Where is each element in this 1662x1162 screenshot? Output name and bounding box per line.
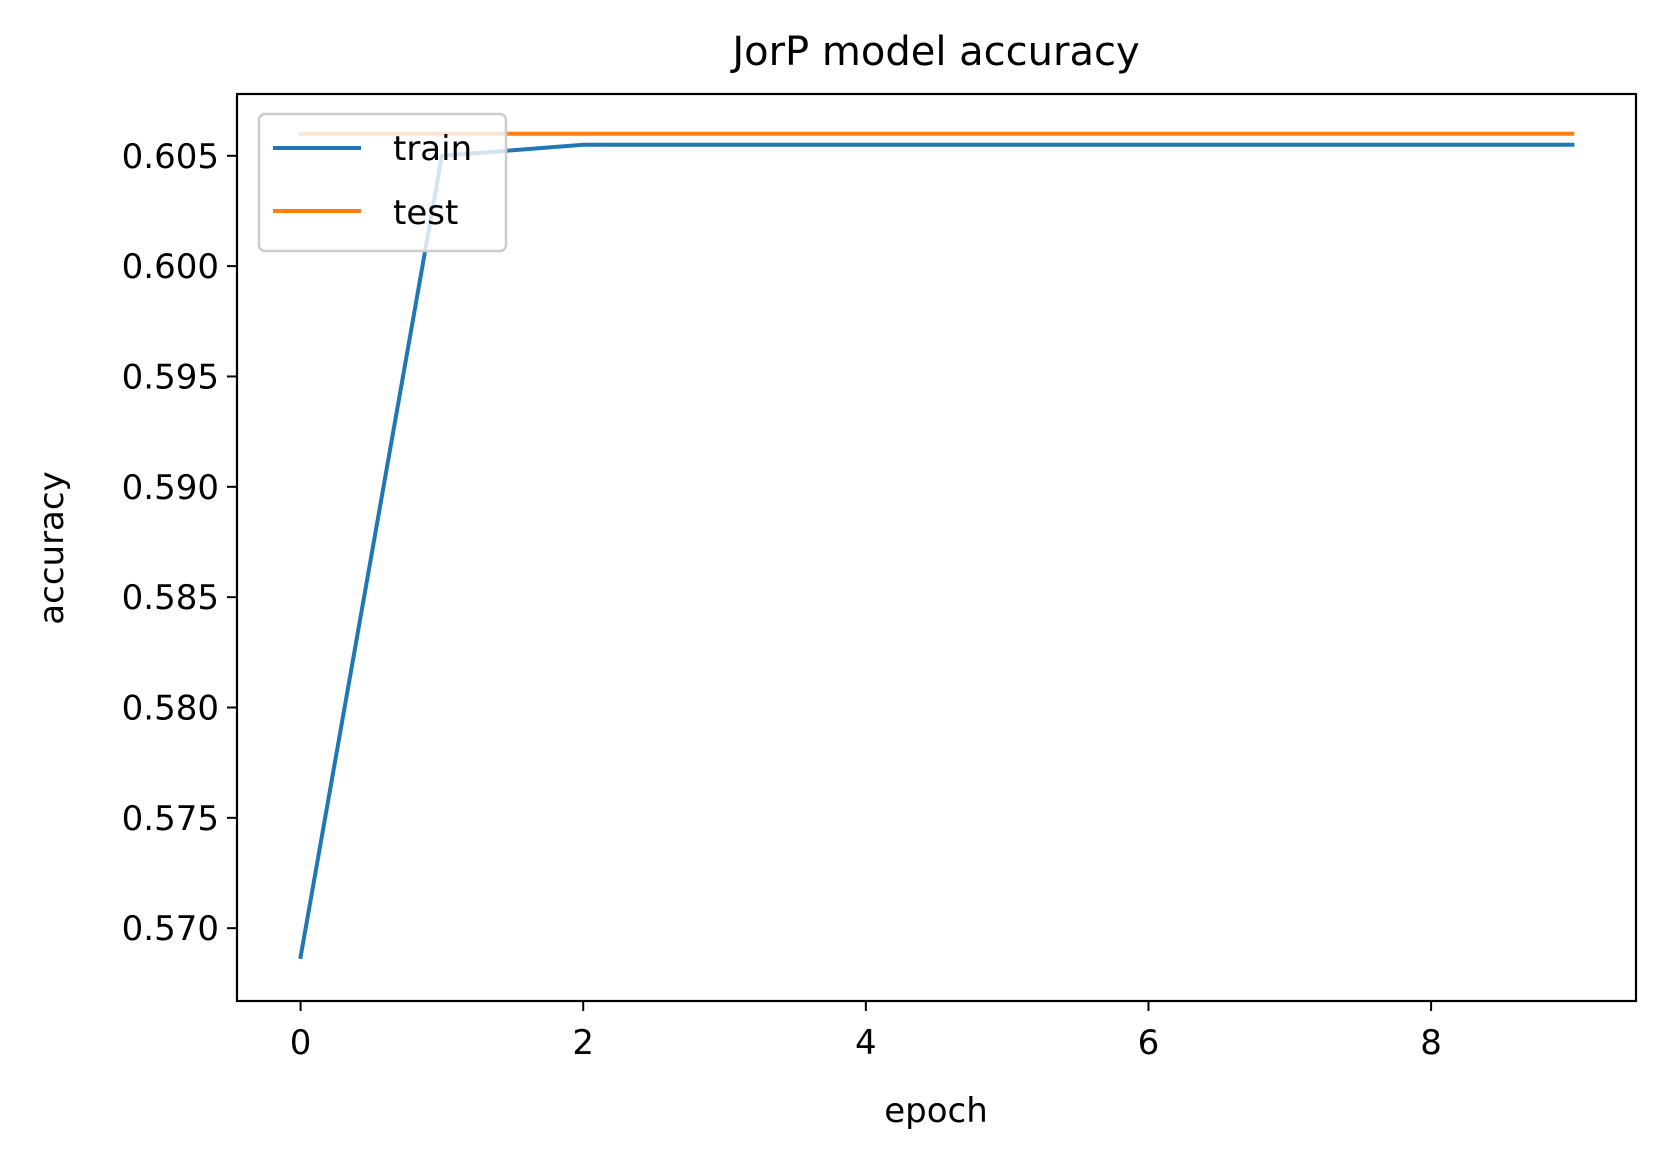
series-layer [298,131,1575,960]
y-tick-label: 0.600 [122,247,219,287]
chart-title: JorP model accuracy [729,29,1139,75]
x-axis-ticks: 0 2 4 6 8 [290,1001,1442,1063]
y-axis-ticks: 0.570 0.575 0.580 0.585 0.590 0.595 0.600 0.605 [122,137,237,949]
x-tick-label: 4 [855,1023,877,1063]
y-tick-label: 0.585 [122,578,219,618]
y-tick-label: 0.595 [122,357,219,397]
legend-label-test: test [393,193,458,233]
y-axis-label: accuracy [32,471,72,624]
plot-frame [235,92,1638,1003]
y-tick-label: 0.570 [122,909,219,949]
x-tick-label: 6 [1138,1023,1160,1063]
y-tick-label: 0.575 [122,799,219,839]
x-tick-label: 2 [572,1023,594,1063]
y-tick-label: 0.580 [122,688,219,728]
y-tick-label: 0.590 [122,468,219,508]
y-tick-label: 0.605 [122,137,219,177]
legend: train test [257,112,508,253]
x-tick-label: 8 [1420,1023,1442,1063]
legend-label-train: train [393,129,472,169]
x-tick-label: 0 [290,1023,312,1063]
series-line-train [298,142,1575,960]
x-axis-label: epoch [884,1091,988,1131]
